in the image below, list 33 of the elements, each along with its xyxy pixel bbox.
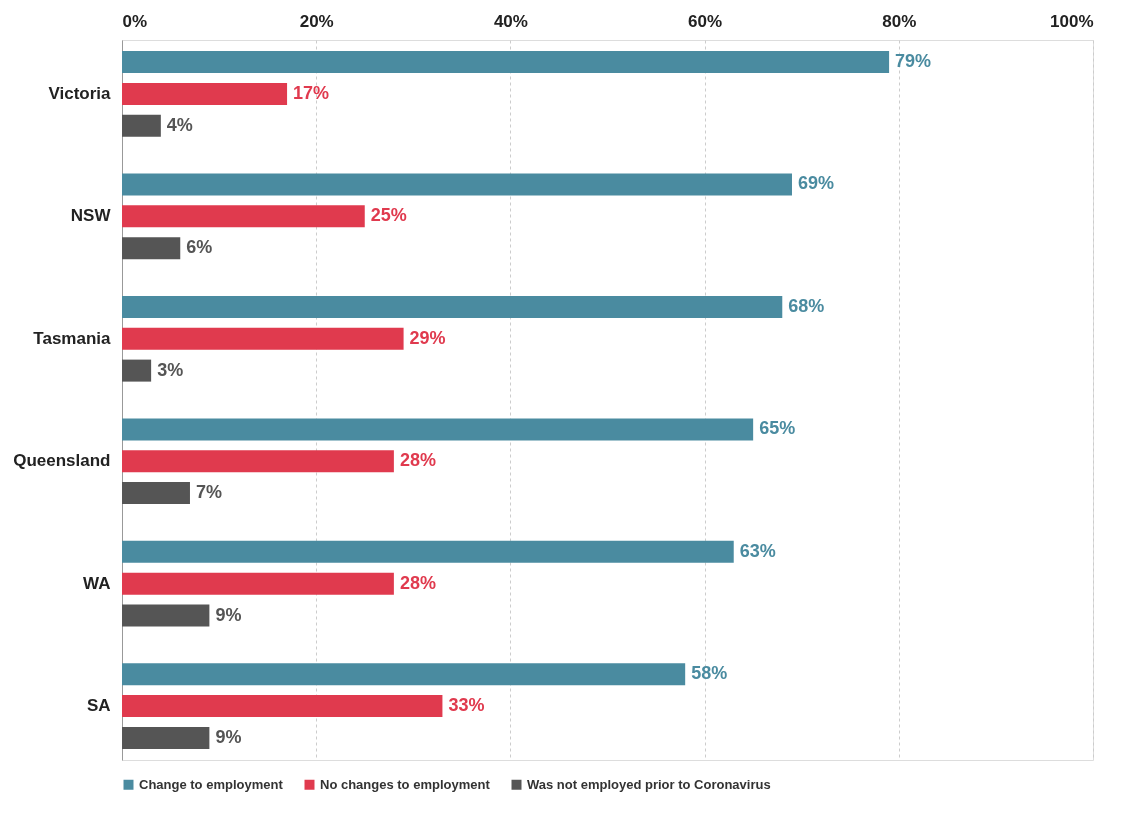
x-tick-label: 80% (882, 11, 917, 31)
legend-label: Was not employed prior to Coronavirus (527, 776, 771, 792)
y-tick-label: Queensland (13, 451, 111, 471)
data-label: 28% (399, 450, 436, 471)
data-label: 9% (215, 726, 242, 747)
data-label: 4% (166, 114, 193, 135)
data-label: 68% (788, 295, 825, 316)
legend-label: Change to employment (139, 776, 284, 792)
data-label: 29% (409, 327, 446, 348)
y-tick-label: Tasmania (33, 328, 112, 348)
data-label: 58% (691, 663, 728, 684)
data-label: 7% (195, 482, 222, 503)
legend-label: No changes to employment (320, 776, 491, 792)
data-label: 3% (157, 359, 184, 380)
data-label: 63% (739, 540, 776, 561)
y-tick-label: SA (86, 696, 111, 716)
y-tick-label: Victoria (48, 83, 112, 103)
data-label: 69% (797, 173, 835, 194)
y-tick-label: WA (83, 573, 111, 593)
data-label: 28% (399, 572, 436, 593)
x-tick-label: 40% (493, 11, 528, 31)
x-tick-label: 60% (688, 11, 723, 31)
x-tick-label: 20% (299, 11, 334, 31)
x-tick-label: 0% (122, 11, 148, 31)
data-label: 17% (293, 82, 330, 103)
data-label: 6% (186, 237, 213, 258)
data-label: 33% (448, 695, 485, 716)
data-label: 65% (759, 418, 796, 439)
data-label: 25% (370, 205, 407, 226)
data-label: 79% (895, 51, 932, 72)
data-label: 9% (215, 604, 242, 625)
x-tick-label: 100% (1050, 11, 1094, 31)
y-tick-label: NSW (70, 206, 112, 226)
